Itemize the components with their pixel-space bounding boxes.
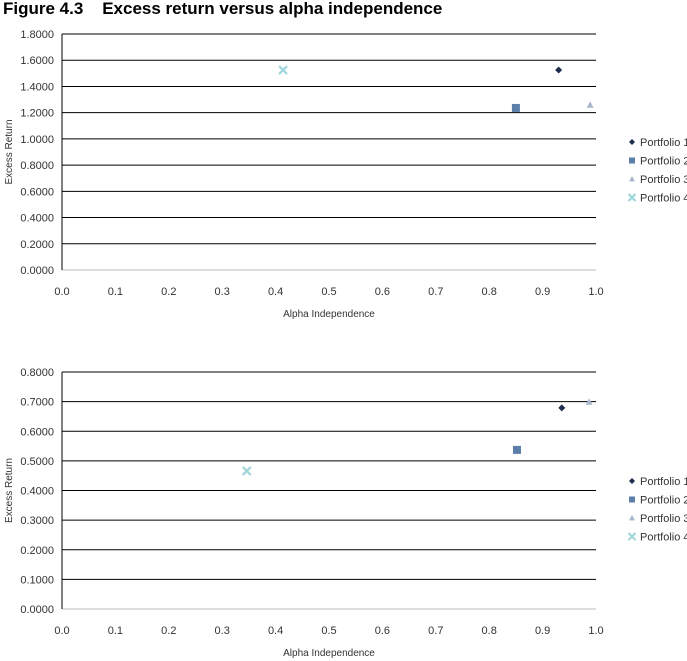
y-tick-label: 1.4000: [20, 81, 54, 93]
legend-marker: [629, 157, 635, 164]
y-tick-label: 0.8000: [20, 160, 54, 172]
legend-label: Portfolio 2: [640, 156, 687, 168]
x-tick-label: 0.6: [375, 286, 390, 298]
y-tick-label: 0.4000: [20, 213, 54, 225]
y-tick-label: 0.4000: [20, 486, 54, 498]
y-tick-label: 0.7000: [20, 397, 54, 409]
x-axis-label: Alpha Independence: [283, 309, 375, 320]
x-tick-label: 0.3: [215, 625, 230, 637]
y-tick-label: 1.8000: [20, 29, 54, 41]
x-tick-label: 0.3: [215, 286, 230, 298]
legend-item: Portfolio 2: [629, 156, 687, 168]
chart-2: 0.00000.10000.20000.30000.40000.50000.60…: [4, 367, 687, 659]
legend-marker: [629, 139, 635, 145]
x-tick-label: 0.1: [108, 286, 123, 298]
legend-label: Portfolio 4: [640, 193, 687, 205]
legend-label: Portfolio 3: [640, 513, 687, 525]
y-tick-label: 0.3000: [20, 515, 54, 527]
data-point: [555, 66, 563, 74]
legend-marker: [629, 176, 635, 182]
legend-marker: [629, 515, 635, 521]
legend-label: Portfolio 3: [640, 174, 687, 186]
data-point: [511, 103, 520, 112]
y-tick-label: 1.2000: [20, 108, 54, 120]
y-axis-label: Excess Return: [4, 458, 15, 523]
x-axis-label: Alpha Independence: [283, 648, 375, 659]
data-point: [558, 404, 566, 412]
x-tick-label: 0.4: [268, 286, 283, 298]
y-tick-label: 0.5000: [20, 456, 54, 468]
x-tick-label: 0.1: [108, 625, 123, 637]
legend-item: Portfolio 2: [629, 495, 687, 507]
legend-marker: [627, 532, 637, 541]
legend-marker: [627, 193, 637, 202]
data-point: [586, 101, 594, 108]
legend-item: Portfolio 3: [629, 174, 687, 186]
x-tick-label: 0.8: [482, 286, 497, 298]
data-point: [241, 466, 252, 476]
data-point: [512, 445, 521, 454]
y-tick-label: 1.0000: [20, 134, 54, 146]
x-tick-label: 1.0: [588, 286, 603, 298]
x-tick-label: 0.4: [268, 625, 283, 637]
y-tick-label: 0.0000: [20, 604, 54, 616]
y-tick-label: 0.1000: [20, 574, 54, 586]
figure-title: Figure 4.3 Excess return versus alpha in…: [3, 0, 443, 18]
x-tick-label: 0.0: [54, 286, 69, 298]
legend-marker: [629, 496, 635, 503]
x-tick-label: 0.7: [428, 286, 443, 298]
x-tick-label: 0.9: [535, 286, 550, 298]
legend-label: Portfolio 4: [640, 532, 687, 544]
y-axis-label: Excess Return: [4, 119, 15, 184]
legend-item: Portfolio 3: [629, 513, 687, 525]
legend-marker: [629, 478, 635, 484]
x-tick-label: 0.2: [161, 286, 176, 298]
y-tick-label: 1.6000: [20, 55, 54, 67]
legend-item: Portfolio 4: [627, 532, 687, 544]
data-point: [585, 398, 593, 405]
x-tick-label: 0.2: [161, 625, 176, 637]
legend-label: Portfolio 1: [640, 137, 687, 149]
y-tick-label: 0.0000: [20, 265, 54, 277]
y-tick-label: 0.6000: [20, 426, 54, 438]
legend-item: Portfolio 4: [627, 193, 687, 205]
y-tick-label: 0.2000: [20, 239, 54, 251]
y-tick-label: 0.6000: [20, 186, 54, 198]
legend-item: Portfolio 1: [629, 137, 687, 149]
data-point: [278, 65, 288, 75]
x-tick-label: 0.5: [321, 625, 336, 637]
legend-label: Portfolio 1: [640, 476, 687, 488]
legend-label: Portfolio 2: [640, 495, 687, 507]
x-tick-label: 0.6: [375, 625, 390, 637]
chart-1: 0.0000 0.2000 0.4000 0.6000 0.8000 1.0000 1.20…: [4, 29, 687, 320]
x-tick-label: 0.9: [535, 625, 550, 637]
x-tick-label: 1.0: [588, 625, 603, 637]
x-tick-label: 0.8: [482, 625, 497, 637]
x-tick-label: 0.5: [321, 286, 336, 298]
y-tick-label: 0.8000: [20, 367, 54, 379]
x-tick-label: 0.0: [54, 625, 69, 637]
legend-item: Portfolio 1: [629, 476, 687, 488]
y-tick-label: 0.2000: [20, 545, 54, 557]
x-tick-label: 0.7: [428, 625, 443, 637]
